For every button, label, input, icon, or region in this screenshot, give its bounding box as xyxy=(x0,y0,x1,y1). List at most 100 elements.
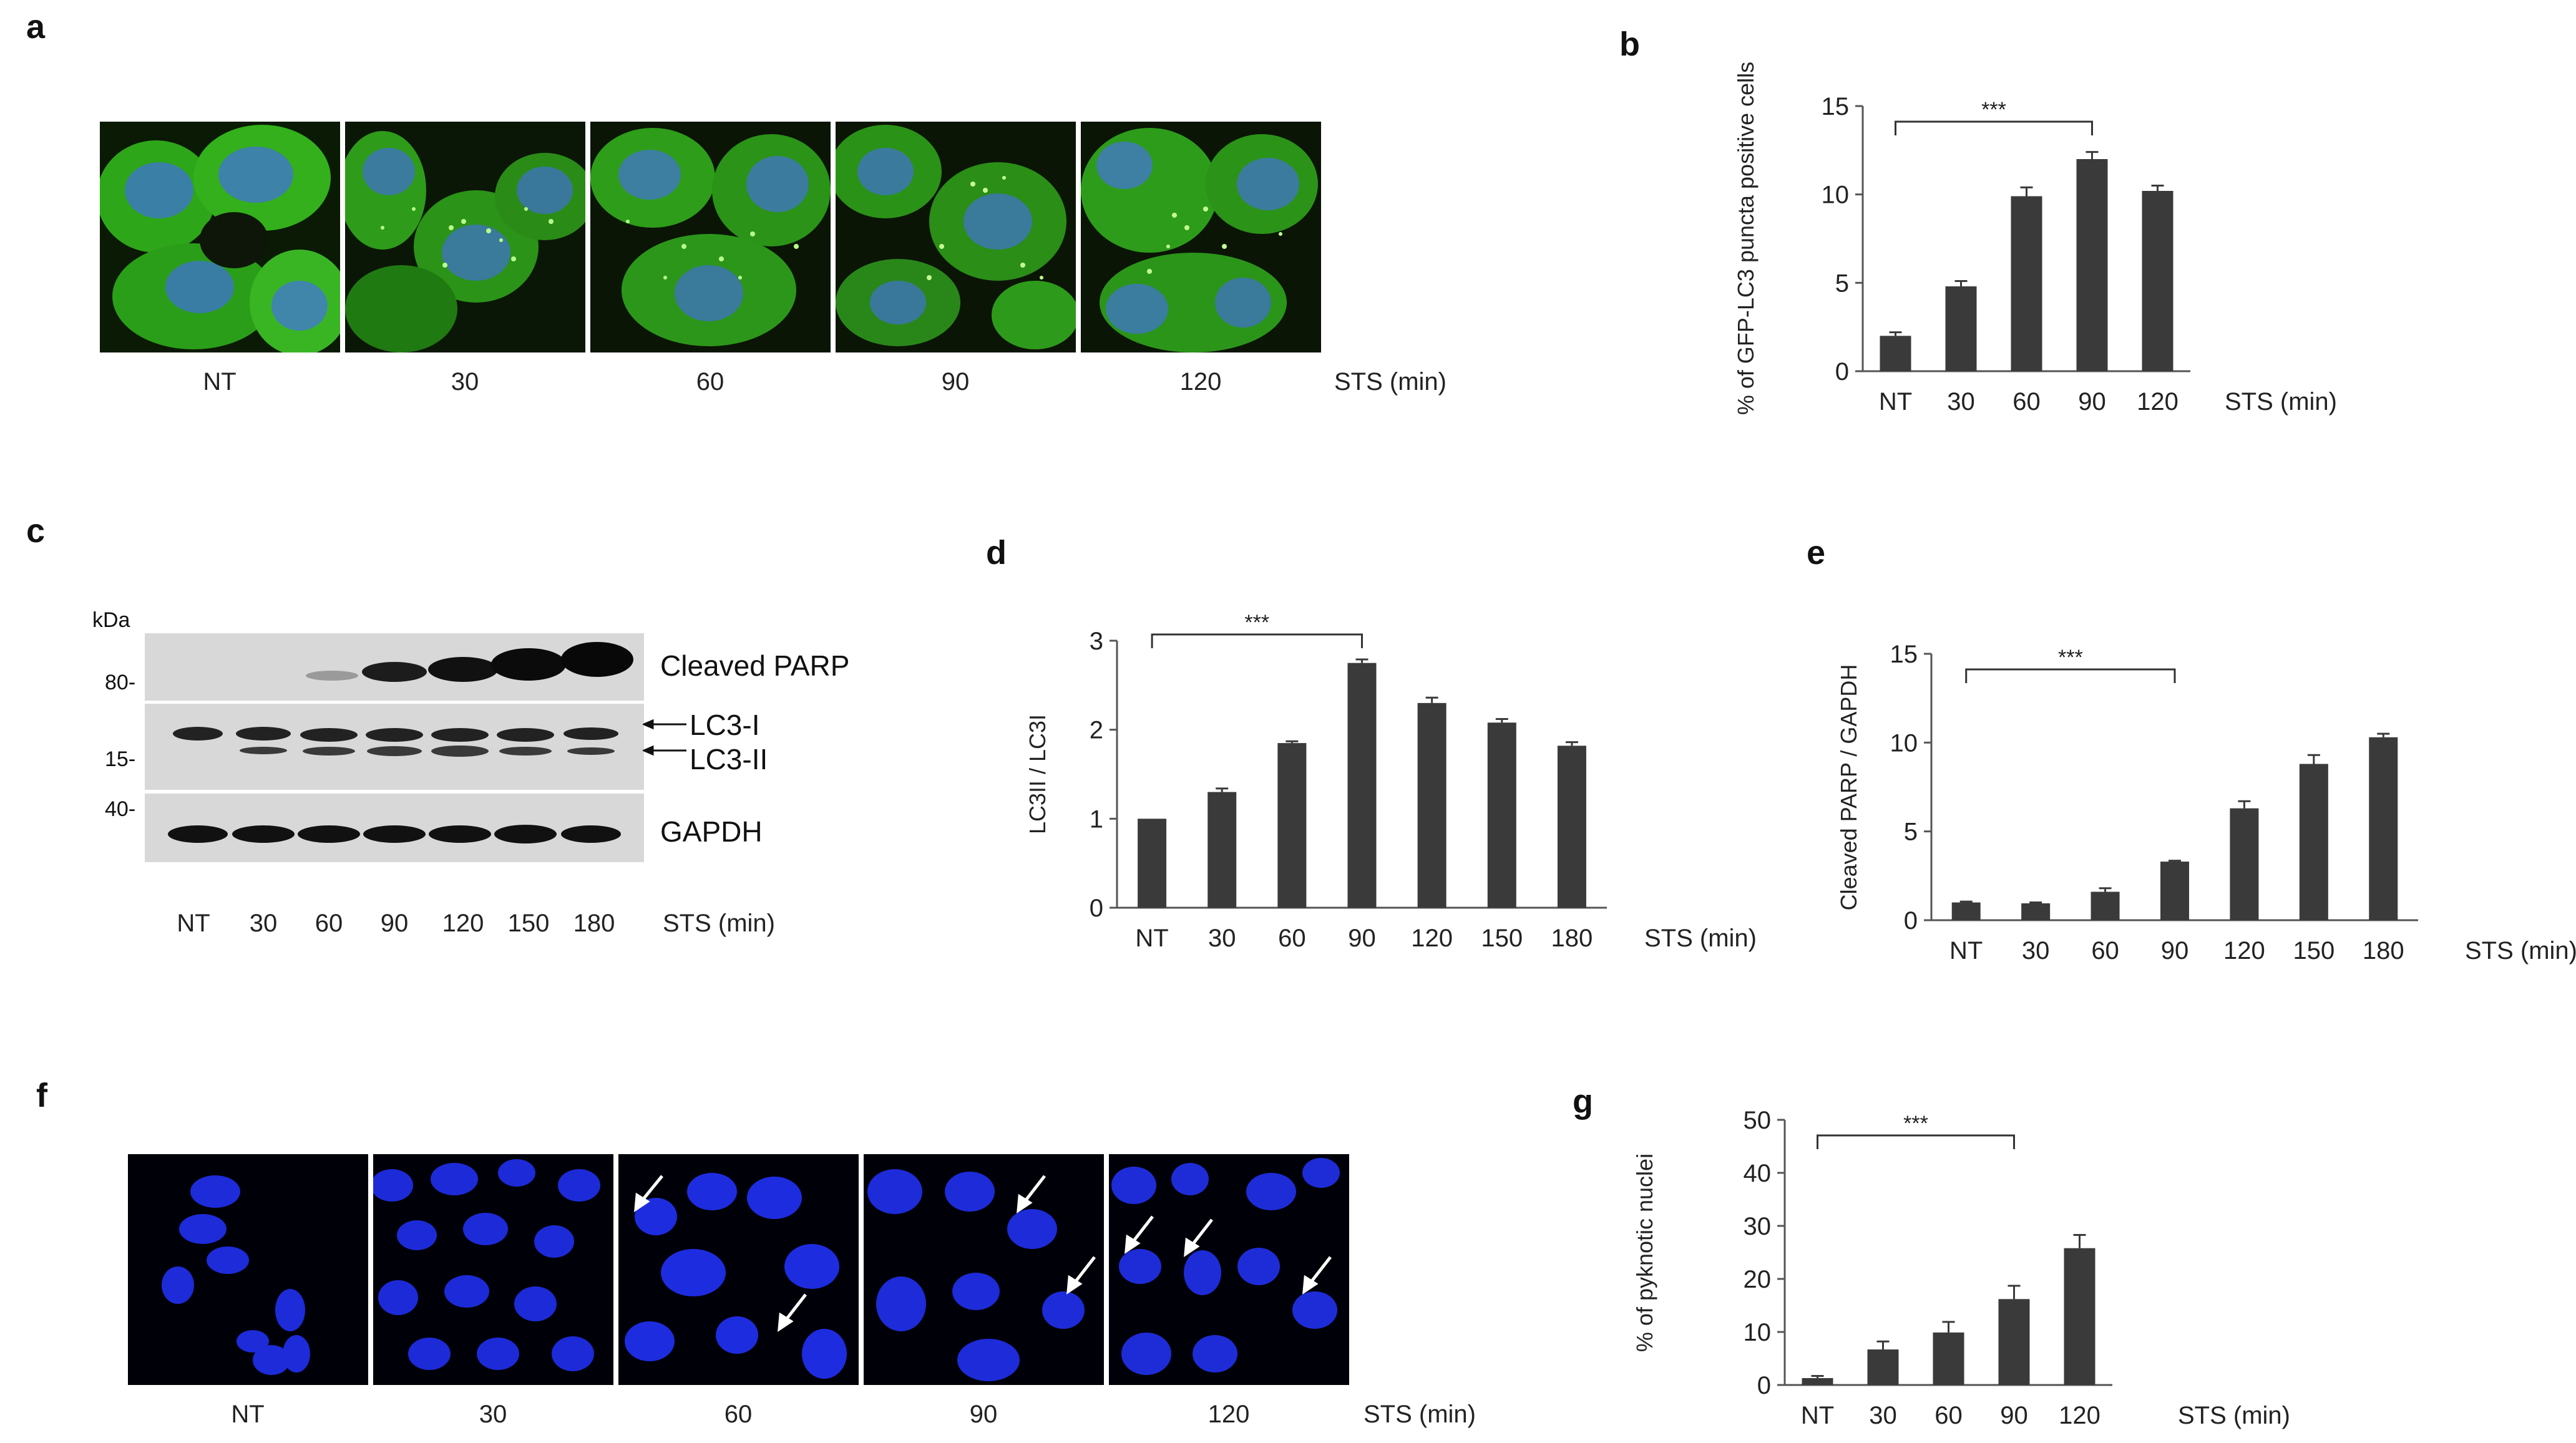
chart-b-significance-bracket xyxy=(1895,120,2093,135)
chart-d-y-tick-label: 0 xyxy=(1090,895,1103,922)
chart-b-bar xyxy=(1945,286,1977,371)
chart-d-x-tick-label: 60 xyxy=(1278,925,1306,952)
lc3-arrows xyxy=(643,719,686,756)
chart-g-y-tick-label: 20 xyxy=(1744,1266,1772,1293)
micrograph-f-label-60: 60 xyxy=(724,1401,753,1428)
chart-e-y-tick-label: 0 xyxy=(1904,907,1918,935)
chart-b-x-unit-label: STS (min) xyxy=(2225,388,2337,415)
chart-e-bar xyxy=(2369,737,2398,920)
micrograph-a-label-90: 90 xyxy=(941,368,970,396)
panel-letter-f: f xyxy=(36,1077,47,1114)
panel-letter-g: g xyxy=(1573,1083,1593,1120)
micrograph-f-label-nt: NT xyxy=(231,1401,265,1428)
lane-label-30: 30 xyxy=(249,910,278,937)
chart-d-x-tick-label: 90 xyxy=(1348,925,1376,952)
chart-d-y-tick-label: 3 xyxy=(1090,628,1103,655)
chart-b-y-tick-label: 10 xyxy=(1822,182,1850,209)
chart-g-y-tick-label: 0 xyxy=(1757,1372,1771,1399)
blot-cleaved-parp xyxy=(145,633,644,701)
band-label-cleaved-parp: Cleaved PARP xyxy=(660,649,850,682)
chart-e-bar xyxy=(2021,903,2051,920)
chart-b-y-tick-label: 15 xyxy=(1822,93,1850,120)
chart-e-significance-label: *** xyxy=(2058,646,2083,669)
chart-g-y-tick-label: 50 xyxy=(1744,1107,1772,1134)
micrograph-f-label-90: 90 xyxy=(969,1401,998,1428)
panel-letter-d: d xyxy=(986,534,1007,571)
chart-b-x-tick-label: 30 xyxy=(1947,388,1975,415)
blot-lc3 xyxy=(145,704,644,790)
chart-e-x-tick-label: 60 xyxy=(2091,937,2119,964)
chart-d-significance-bracket xyxy=(1151,633,1363,648)
chart-e-bar xyxy=(2230,808,2259,920)
micrograph-a-120 xyxy=(1081,122,1321,352)
micrograph-f-label-30: 30 xyxy=(479,1401,507,1428)
chart-g-significance-label: *** xyxy=(1903,1112,1928,1135)
chart-g-bar xyxy=(1867,1349,1899,1385)
chart-e-x-tick-label: 150 xyxy=(2293,937,2334,964)
band-label-lc3-ii: LC3-II xyxy=(690,743,768,775)
chart-g-y-axis-label: % of pyknotic nuclei xyxy=(1632,1154,1657,1352)
chart-d-bar xyxy=(1417,702,1447,908)
chart-d-x-tick-label: 180 xyxy=(1551,925,1593,952)
chart-d-y-tick-label: 2 xyxy=(1090,717,1103,744)
chart-g-significance-bracket xyxy=(1817,1134,2015,1149)
chart-d-x-tick-label: 120 xyxy=(1411,925,1453,952)
chart-g-bar xyxy=(1802,1377,1833,1385)
lane-label-nt: NT xyxy=(177,910,210,937)
chart-d-x-tick-label: 150 xyxy=(1481,925,1523,952)
marker-15: 15- xyxy=(105,747,136,771)
lane-label-180: 180 xyxy=(573,910,615,937)
chart-e-x-tick-label: 90 xyxy=(2161,937,2189,964)
chart-g-x-unit-label: STS (min) xyxy=(2178,1402,2290,1429)
blot-gapdh xyxy=(145,794,644,862)
chart-e-significance-bracket xyxy=(1965,668,2176,683)
micrograph-a-label-nt: NT xyxy=(203,368,237,396)
chart-g-y-tick-label: 10 xyxy=(1744,1319,1772,1346)
marker-80: 80- xyxy=(105,671,136,694)
chart-b-bar xyxy=(2011,196,2042,371)
chart-b-bar xyxy=(2142,191,2174,371)
chart-b-y-axis-label: % of GFP-LC3 puncta positive cells xyxy=(1733,62,1759,415)
chart-g-y-tick-label: 30 xyxy=(1744,1213,1772,1240)
chart-g-y-tick-label: 40 xyxy=(1744,1160,1772,1187)
band-label-lc3-i: LC3-I xyxy=(690,709,760,741)
panel-a-unit-label: STS (min) xyxy=(1334,368,1447,396)
chart-g-bar xyxy=(2064,1248,2095,1385)
panel-letter-b: b xyxy=(1619,26,1640,63)
chart-b-bar xyxy=(1880,336,1911,371)
chart-e-x-tick-label: 180 xyxy=(2363,937,2404,964)
chart-g-x-tick-label: 120 xyxy=(2059,1402,2100,1429)
chart-e-bar xyxy=(2091,892,2120,920)
band-label-gapdh: GAPDH xyxy=(660,815,763,848)
micrograph-f-120 xyxy=(1109,1154,1349,1385)
chart-b-significance-label: *** xyxy=(1981,98,2006,122)
chart-b-y-tick-label: 0 xyxy=(1835,358,1849,386)
micrograph-a-label-30: 30 xyxy=(451,368,479,396)
micrograph-f-60 xyxy=(618,1154,859,1385)
chart-d-bar xyxy=(1277,743,1307,908)
micrograph-f-30 xyxy=(373,1154,613,1385)
chart-d-bar xyxy=(1138,819,1167,908)
chart-b-x-tick-label: 60 xyxy=(2012,388,2041,415)
chart-d-bar xyxy=(1208,792,1237,908)
chart-e-x-tick-label: NT xyxy=(1949,937,1983,964)
lane-label-90: 90 xyxy=(380,910,409,937)
lane-label-60: 60 xyxy=(315,910,343,937)
chart-g-bar xyxy=(1998,1299,2030,1385)
chart-e-y-axis-label: Cleaved PARP / GAPDH xyxy=(1836,664,1861,911)
kda-title: kDa xyxy=(92,608,130,632)
micrograph-a-30 xyxy=(345,122,585,352)
chart-b-x-tick-label: NT xyxy=(1879,388,1912,415)
lane-label-120: 120 xyxy=(442,910,484,937)
chart-e-bar xyxy=(2299,764,2328,920)
micrograph-a-nt xyxy=(100,122,340,352)
chart-b-x-tick-label: 90 xyxy=(2078,388,2106,415)
chart-d-x-tick-label: NT xyxy=(1135,925,1168,952)
micrograph-f-90 xyxy=(864,1154,1104,1385)
micrograph-a-90 xyxy=(836,122,1076,352)
micrograph-f-label-120: 120 xyxy=(1208,1401,1250,1428)
panel-letter-a: a xyxy=(26,8,46,46)
chart-d-x-tick-label: 30 xyxy=(1208,925,1236,952)
chart-d-significance-label: *** xyxy=(1244,611,1269,634)
chart-b-x-tick-label: 120 xyxy=(2137,388,2178,415)
